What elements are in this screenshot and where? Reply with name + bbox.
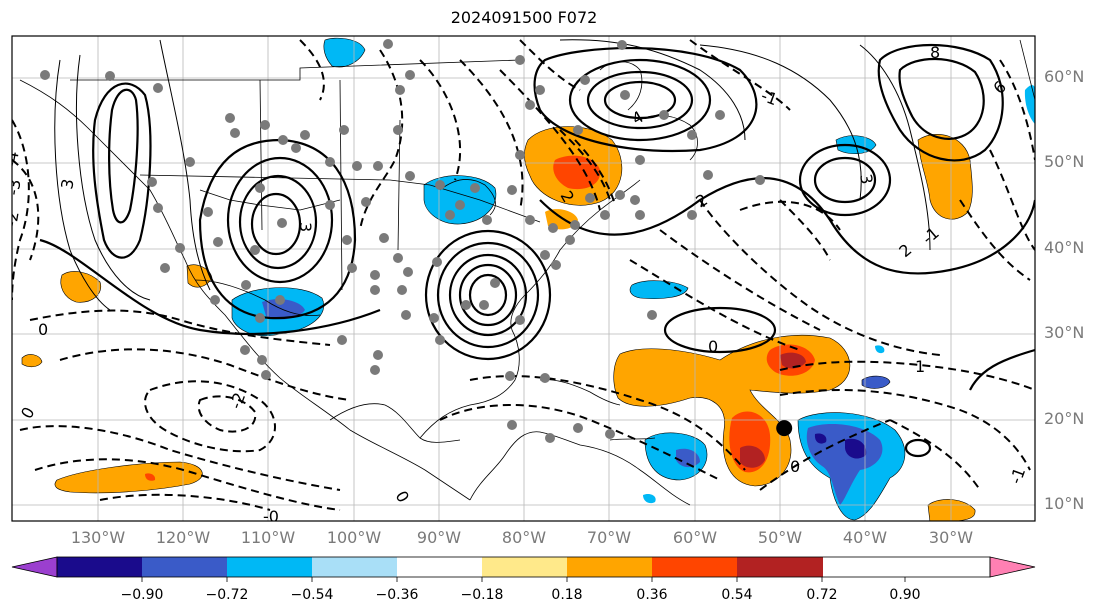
lon-label: 60°W bbox=[672, 528, 718, 547]
lon-label: 40°W bbox=[842, 528, 888, 547]
lon-label: 110°W bbox=[240, 528, 296, 547]
station-dots bbox=[40, 39, 765, 443]
colorbar-segment bbox=[397, 557, 483, 577]
lon-label: 80°W bbox=[501, 528, 547, 547]
colorbar-segment bbox=[567, 557, 653, 577]
colorbar-segment bbox=[142, 557, 228, 577]
colorbar-segment bbox=[482, 557, 568, 577]
lat-label: 40°N bbox=[1044, 238, 1085, 257]
svg-text:-1: -1 bbox=[1006, 465, 1029, 486]
lon-label: 130°W bbox=[70, 528, 126, 547]
positive-contours bbox=[39, 43, 1035, 458]
lat-label: 20°N bbox=[1044, 409, 1085, 428]
lon-label: 70°W bbox=[586, 528, 632, 547]
lon-label: 30°W bbox=[928, 528, 974, 547]
lat-label: 30°N bbox=[1044, 323, 1085, 342]
colorbar-frame bbox=[56, 556, 991, 578]
svg-text:-2: -2 bbox=[226, 390, 249, 411]
storm-center-marker bbox=[776, 420, 793, 437]
colorbar-ticks bbox=[141, 577, 906, 582]
colorbar-segment bbox=[57, 557, 143, 577]
svg-text:-1: -1 bbox=[759, 86, 780, 109]
lon-label: 50°W bbox=[757, 528, 803, 547]
colorbar-tick-label: 0.54 bbox=[721, 587, 753, 603]
lat-label: 10°N bbox=[1044, 494, 1085, 513]
negative-contours bbox=[12, 39, 1035, 511]
forecast-map: 0 -0 0 1 -1 2 -2 3 -3 -4 3 8 6 -1 4 3 2 … bbox=[1, 35, 1036, 526]
svg-text:-4: -4 bbox=[1, 150, 22, 169]
svg-text:3: 3 bbox=[296, 222, 315, 232]
colorbar-tick-label: 0.90 bbox=[889, 587, 921, 603]
lat-label: 50°N bbox=[1044, 152, 1085, 171]
colorbar-tick-label: 0.36 bbox=[636, 587, 668, 603]
svg-text:0: 0 bbox=[708, 337, 718, 356]
svg-text:1: 1 bbox=[915, 357, 925, 376]
map-title: 2024091500 F072 bbox=[450, 8, 598, 27]
svg-text:0: 0 bbox=[790, 457, 800, 476]
map-frame bbox=[11, 35, 1036, 522]
lon-label: 90°W bbox=[416, 528, 462, 547]
colorbar-tick-label: −0.90 bbox=[120, 587, 164, 603]
svg-text:8: 8 bbox=[930, 43, 940, 62]
svg-text:-0: -0 bbox=[263, 507, 279, 526]
lon-label: 120°W bbox=[155, 528, 211, 547]
colorbar-tick-label: 0.72 bbox=[806, 587, 838, 603]
colorbar-extend-low bbox=[11, 556, 58, 578]
colorbar-segment bbox=[737, 557, 823, 577]
colorbar-segment bbox=[652, 557, 738, 577]
colorbar-tick-label: −0.54 bbox=[290, 587, 334, 603]
colorbar-tick-label: −0.72 bbox=[205, 587, 249, 603]
colorbar-tick-label: −0.36 bbox=[375, 587, 419, 603]
colorbar-tick-label: 0.18 bbox=[551, 587, 583, 603]
colorbar-segment bbox=[227, 557, 313, 577]
lon-label: 100°W bbox=[326, 528, 382, 547]
colorbar-segment bbox=[312, 557, 398, 577]
svg-text:0: 0 bbox=[38, 320, 48, 339]
svg-text:-3: -3 bbox=[3, 178, 24, 197]
colorbar-extend-high bbox=[989, 556, 1036, 578]
svg-text:-2: -2 bbox=[1, 210, 22, 229]
colorbar-tick-label: −0.18 bbox=[460, 587, 504, 603]
anomaly-shading bbox=[21, 37, 1035, 521]
lat-label: 60°N bbox=[1044, 67, 1085, 86]
svg-text:3: 3 bbox=[57, 177, 77, 190]
svg-text:3: 3 bbox=[856, 172, 876, 185]
